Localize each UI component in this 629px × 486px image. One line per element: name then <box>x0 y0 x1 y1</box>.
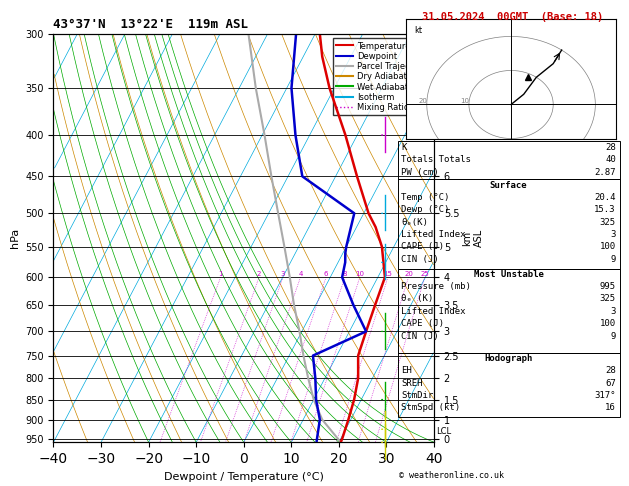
Text: 10: 10 <box>460 98 469 104</box>
Text: 67: 67 <box>605 379 616 388</box>
Text: 15: 15 <box>384 271 392 278</box>
Text: θₑ (K): θₑ (K) <box>401 295 433 303</box>
Text: 9: 9 <box>610 255 616 264</box>
Text: 325: 325 <box>599 295 616 303</box>
Text: 3: 3 <box>610 230 616 239</box>
Text: 31.05.2024  00GMT  (Base: 18): 31.05.2024 00GMT (Base: 18) <box>422 12 603 22</box>
Text: 28: 28 <box>605 366 616 375</box>
Text: 325: 325 <box>599 218 616 226</box>
Text: 3: 3 <box>281 271 285 278</box>
Text: Lifted Index: Lifted Index <box>401 230 466 239</box>
Text: CIN (J): CIN (J) <box>401 331 439 341</box>
Text: 20: 20 <box>418 98 427 104</box>
Text: Dewp (°C): Dewp (°C) <box>401 205 450 214</box>
Text: 4: 4 <box>298 271 303 278</box>
Text: SREH: SREH <box>401 379 423 388</box>
Text: 317°: 317° <box>594 391 616 400</box>
Text: 43°37'N  13°22'E  119m ASL: 43°37'N 13°22'E 119m ASL <box>53 18 248 32</box>
Text: 6: 6 <box>324 271 328 278</box>
Text: PW (cm): PW (cm) <box>401 168 439 177</box>
Text: 8: 8 <box>343 271 347 278</box>
Text: K: K <box>401 143 407 152</box>
Text: StmSpd (kt): StmSpd (kt) <box>401 403 460 413</box>
Text: Totals Totals: Totals Totals <box>401 156 471 164</box>
Text: 25: 25 <box>420 271 429 278</box>
Text: Surface: Surface <box>490 181 527 190</box>
Text: θₑ(K): θₑ(K) <box>401 218 428 226</box>
Legend: Temperature, Dewpoint, Parcel Trajectory, Dry Adiabat, Wet Adiabat, Isotherm, Mi: Temperature, Dewpoint, Parcel Trajectory… <box>333 38 430 115</box>
Text: StmDir: StmDir <box>401 391 433 400</box>
Text: Hodograph: Hodograph <box>484 354 533 364</box>
Text: 28: 28 <box>605 143 616 152</box>
Text: Temp (°C): Temp (°C) <box>401 193 450 202</box>
Text: © weatheronline.co.uk: © weatheronline.co.uk <box>399 471 504 480</box>
Text: 2: 2 <box>257 271 261 278</box>
Text: EH: EH <box>401 366 412 375</box>
Text: kt: kt <box>414 26 422 35</box>
Y-axis label: hPa: hPa <box>9 228 19 248</box>
Text: Lifted Index: Lifted Index <box>401 307 466 316</box>
Text: 20: 20 <box>404 271 413 278</box>
Text: Most Unstable: Most Unstable <box>474 270 543 279</box>
Text: CAPE (J): CAPE (J) <box>401 243 444 251</box>
Text: 2.87: 2.87 <box>594 168 616 177</box>
Text: LCL: LCL <box>437 427 452 435</box>
Text: CIN (J): CIN (J) <box>401 255 439 264</box>
Text: 16: 16 <box>605 403 616 413</box>
Text: 20.4: 20.4 <box>594 193 616 202</box>
Y-axis label: km
ASL: km ASL <box>462 229 484 247</box>
Text: Pressure (mb): Pressure (mb) <box>401 282 471 291</box>
Text: 9: 9 <box>610 331 616 341</box>
X-axis label: Dewpoint / Temperature (°C): Dewpoint / Temperature (°C) <box>164 471 324 482</box>
Text: CAPE (J): CAPE (J) <box>401 319 444 328</box>
Text: 100: 100 <box>599 243 616 251</box>
Text: 3: 3 <box>610 307 616 316</box>
Text: 10: 10 <box>355 271 364 278</box>
Text: 100: 100 <box>599 319 616 328</box>
Text: 1: 1 <box>218 271 223 278</box>
Text: 15.3: 15.3 <box>594 205 616 214</box>
Text: 40: 40 <box>605 156 616 164</box>
Text: 995: 995 <box>599 282 616 291</box>
